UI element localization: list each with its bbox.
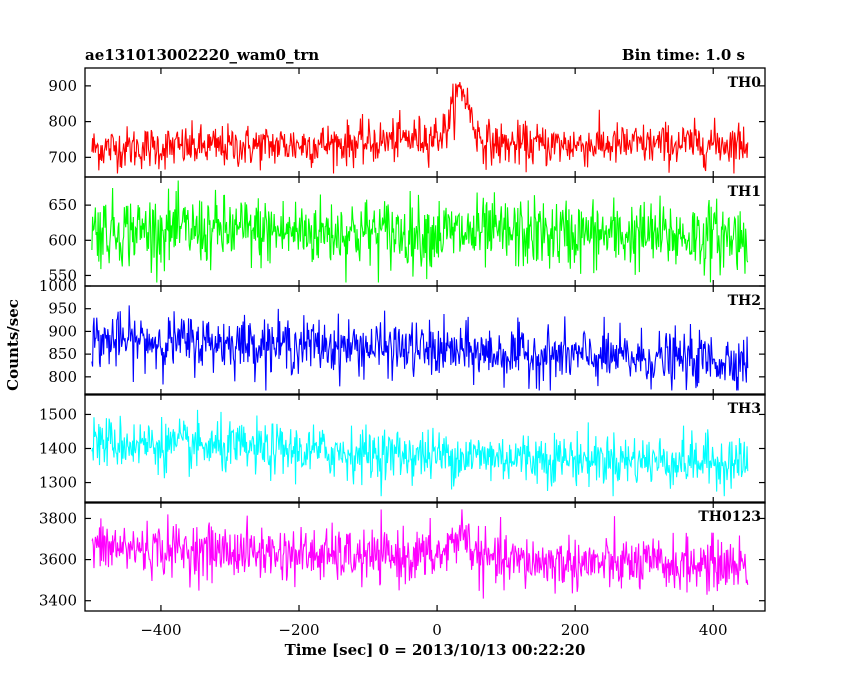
panel-frame-th0 — [84, 67, 766, 178]
y-tick-label-th1: 550 — [48, 266, 77, 284]
y-tick-label-th1: 650 — [48, 196, 77, 214]
panel-frame-th0123 — [84, 501, 766, 612]
y-tick-label-th2: 900 — [48, 322, 77, 340]
panel-label-th3: TH3 — [728, 401, 761, 417]
y-tick-label-th2: 1000 — [39, 277, 77, 295]
y-tick-label-th0123: 3400 — [39, 592, 77, 610]
chart-title-right: Bin time: 1.0 s — [622, 46, 745, 64]
y-tick-label-th0: 800 — [48, 113, 77, 131]
x-tick-label: 200 — [561, 621, 590, 639]
panels-group: 700 800 900 TH0 550 600 650 TH1 800 850 900 950 1000… — [39, 67, 766, 639]
panel-label-th1: TH1 — [728, 184, 761, 200]
panel-label-th0123: TH0123 — [698, 509, 761, 525]
x-tick-label: −400 — [140, 621, 181, 639]
series-line-th0123 — [91, 509, 749, 599]
series-line-th0 — [91, 81, 749, 174]
y-tick-label-th2: 850 — [48, 345, 77, 363]
y-tick-label-th0: 700 — [48, 148, 77, 166]
y-tick-label-th2: 950 — [48, 300, 77, 318]
y-tick-label-th3: 1400 — [39, 440, 77, 458]
y-tick-label-th3: 1500 — [39, 405, 77, 423]
y-tick-label-th0123: 3600 — [39, 551, 77, 569]
chart-title-left: ae131013002220_wam0_trn — [85, 46, 319, 64]
x-tick-label: 400 — [699, 621, 728, 639]
y-tick-label-th2: 800 — [48, 368, 77, 386]
panel-label-th0: TH0 — [728, 75, 762, 91]
series-line-th2 — [91, 305, 749, 391]
x-tick-label: 0 — [432, 621, 442, 639]
y-tick-label-th0123: 3800 — [39, 509, 77, 527]
y-tick-label-th0: 900 — [48, 77, 77, 95]
panel-label-th2: TH2 — [728, 293, 761, 309]
series-line-th1 — [91, 180, 749, 283]
y-tick-label-th1: 600 — [48, 231, 77, 249]
y-axis-label: Counts/sec — [4, 299, 22, 391]
x-axis-label: Time [sec] 0 = 2013/10/13 00:22:20 — [285, 641, 586, 659]
panel-frame-th2 — [84, 285, 766, 396]
y-tick-label-th3: 1300 — [39, 474, 77, 492]
x-tick-label: −200 — [278, 621, 319, 639]
series-line-th3 — [91, 409, 749, 497]
